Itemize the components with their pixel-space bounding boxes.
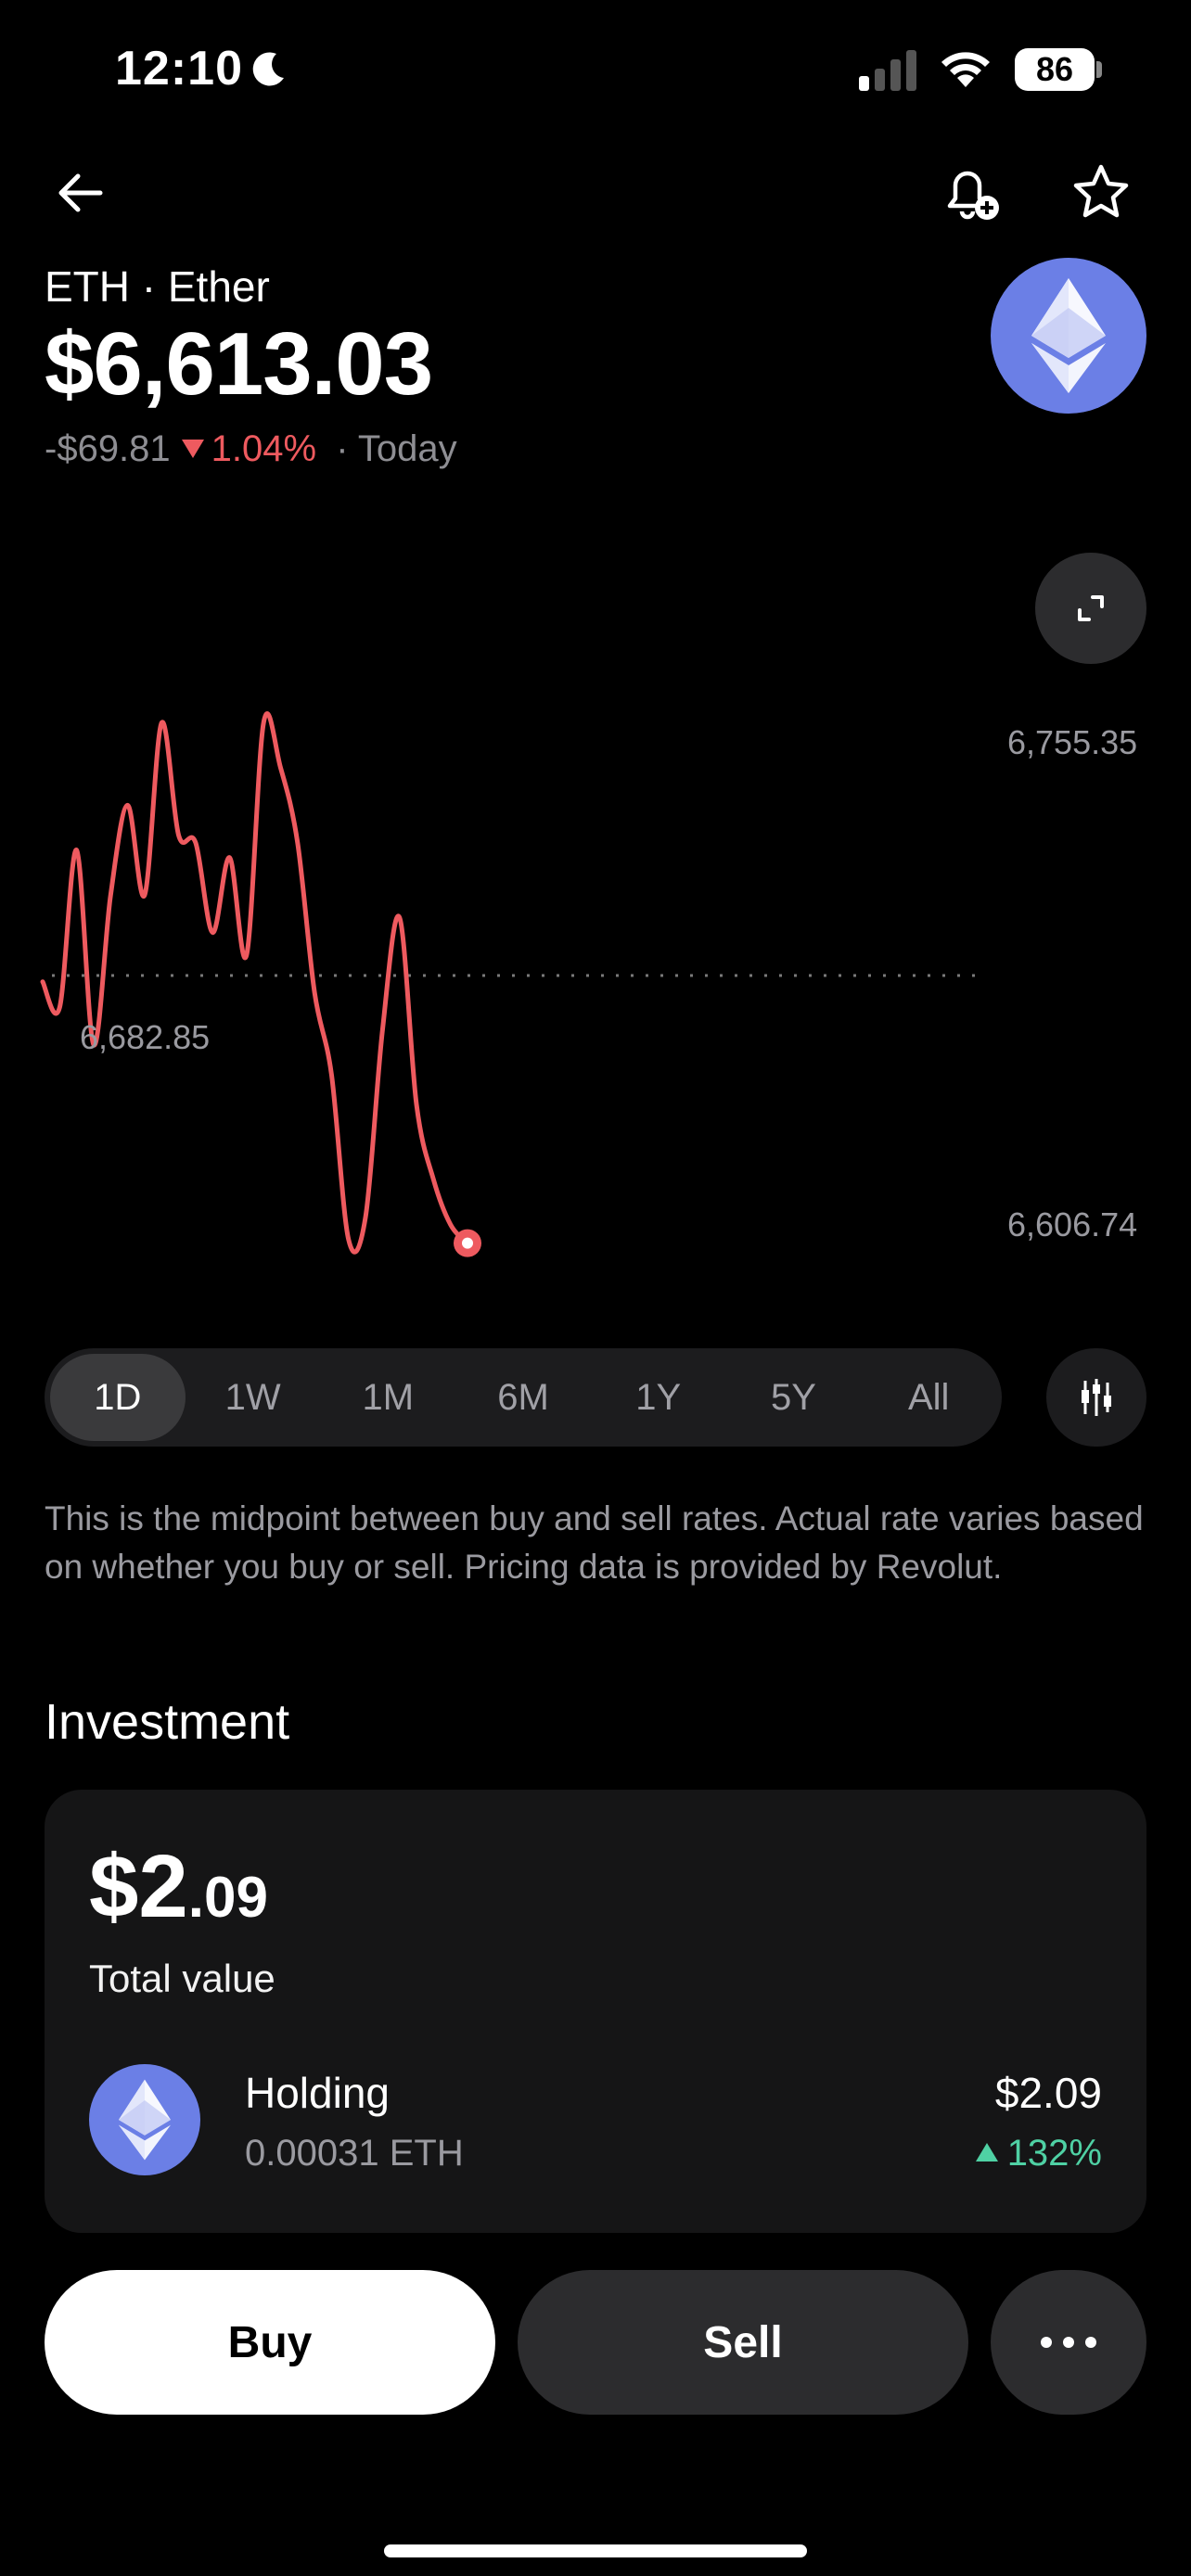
more-options-button[interactable] [991,2270,1146,2415]
ethereum-logo [991,258,1146,414]
more-dot [1041,2337,1052,2348]
price-line [40,711,470,1255]
holding-value: $2.09 [994,2069,1102,2117]
star-icon[interactable] [1070,161,1132,223]
period-tab-1y[interactable]: 1Y [635,1376,682,1418]
battery-cap [1096,61,1102,78]
change-percent: 1.04% [211,428,317,469]
total-value-cents: .09 [187,1866,268,1930]
holding-change-percent: 132% [1006,2133,1102,2174]
status-time: 12:10 [115,42,243,96]
period-tab-1d[interactable]: 1D [50,1354,186,1441]
period-tab-6m[interactable]: 6M [497,1376,549,1418]
back-arrow-icon[interactable] [52,163,111,223]
candlestick-icon [1082,1379,1111,1416]
price-change-row: -$69.81 1.04% · Today [45,428,457,470]
sell-button[interactable]: Sell [518,2270,968,2415]
current-price-marker-center [462,1237,473,1249]
period-tab-1m[interactable]: 1M [362,1376,415,1418]
moon-icon [252,52,284,86]
ethereum-diamond-icon [119,2079,171,2161]
status-bar: 12:10 86 [0,0,1191,139]
ethereum-logo [89,2064,200,2175]
more-dot [1063,2337,1074,2348]
cellular-signal-icon [859,50,916,91]
chart-high-label: 6,755.35 [1007,723,1138,761]
period-tab-5y[interactable]: 5Y [770,1376,816,1418]
candlestick-toggle-button[interactable] [1046,1348,1146,1447]
holding-amount: 0.00031 ETH [245,2133,464,2174]
change-amount: -$69.81 [45,428,171,469]
expand-icon [1078,595,1104,621]
total-value-label: Total value [89,1957,275,2000]
up-triangle-icon [975,2143,998,2162]
home-indicator [384,2544,807,2557]
chart-open-label: 6,682.85 [80,1018,211,1056]
chart-low-label: 6,606.74 [1007,1205,1138,1243]
investment-card[interactable]: $2.09 Total value Holding 0.00031 ETH $2… [45,1790,1146,2233]
battery-indicator: 86 [1015,48,1095,91]
down-triangle-icon [181,440,204,459]
wifi-icon [941,52,990,87]
asset-name: ETH · Ether [45,262,270,311]
expand-chart-button[interactable] [1035,553,1146,664]
ethereum-diamond-icon [1031,278,1106,393]
buy-button[interactable]: Buy [45,2270,495,2415]
investment-section-title: Investment [45,1694,290,1750]
holding-change: 132% [975,2133,1102,2174]
period-selector: 1D 1W 1M 6M 1Y 5Y All [45,1348,1002,1447]
holding-name: Holding [245,2069,390,2117]
total-value-amount: $2.09 [89,1836,268,1938]
price-chart[interactable] [0,686,1191,1280]
current-price: $6,613.03 [45,314,433,414]
bell-plus-icon[interactable] [937,159,1002,224]
period-tab-all[interactable]: All [907,1376,950,1418]
period-tab-1w[interactable]: 1W [224,1376,281,1418]
pricing-disclaimer: This is the midpoint between buy and sel… [45,1499,1144,1586]
period-label: · Today [336,428,457,469]
total-value-main: $2 [89,1837,188,1936]
more-dot [1085,2337,1096,2348]
